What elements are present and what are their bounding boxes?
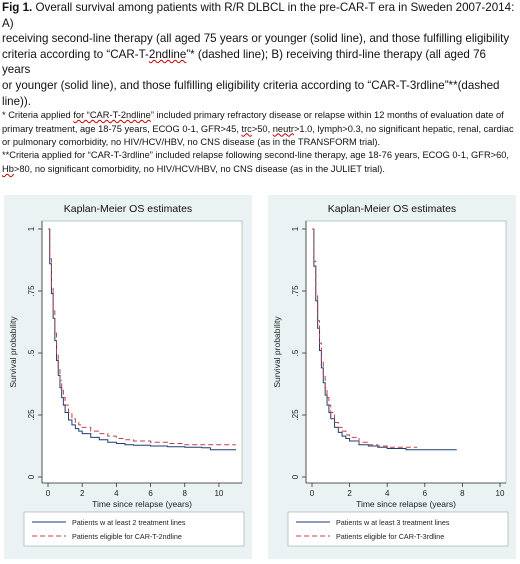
chart-b-y-tick-label: .5	[291, 349, 300, 356]
km-chart-b: Kaplan-Meier OS estimates 0 .25 .5 .75 1 Survi…	[272, 203, 509, 547]
chart-b-y-tick-label: .75	[291, 285, 300, 297]
caption-text: ”* (dashed line); B) receiving third-lin…	[2, 47, 486, 77]
chart-a-x-tick-label: 6	[148, 489, 153, 498]
chart-a-dashed-series	[48, 228, 236, 446]
chart-a-x-tick-label: 4	[114, 489, 119, 498]
footnote-line: or pulmonary comorbidity, no HIV/HCV/HBV…	[2, 136, 381, 147]
chart-a-plot-area	[41, 220, 243, 484]
chart-b-x-tick-label: 6	[423, 489, 428, 498]
chart-b-x-tick-label: 2	[347, 489, 352, 498]
chart-a-legend	[23, 511, 245, 547]
caption-line: receiving second-line therapy (all aged …	[2, 32, 510, 46]
footnote-line: **Criteria applied for “CAR-T-3rdline” i…	[2, 150, 510, 161]
caption-text: Overall survival among patients with R/R…	[2, 1, 515, 30]
footnote-text: neutr	[272, 123, 294, 134]
chart-a-legend-label: Patients w at least 2 treatment lines	[72, 518, 186, 527]
figure-label: Fig 1.	[2, 1, 33, 14]
chart-b-x-tick-label: 10	[496, 489, 505, 498]
chart-a-y-tick-label: 1	[27, 226, 36, 231]
chart-b-y-tick-label: 0	[291, 474, 300, 479]
chart-b-x-tick-label: 0	[310, 489, 315, 498]
footnote-line: Hb>80, no significant comorbidity, no HI…	[2, 163, 516, 176]
chart-panel-b: Kaplan-Meier OS estimates 0 .25 .5 .75 1 Survi…	[268, 195, 516, 559]
chart-b-y-tick-label: 1	[291, 226, 300, 231]
chart-a-x-tick-label: 0	[46, 489, 51, 498]
caption-line: line)).	[2, 94, 31, 108]
chart-a-y-tick-label: .75	[27, 285, 36, 297]
footnote-text: >50,	[251, 123, 273, 134]
chart-a-y-tick-label: .25	[27, 409, 36, 421]
footnote-text: Hb	[2, 163, 14, 174]
chart-a-x-tick-label: 10	[214, 489, 223, 498]
footnote-line: * Criteria applied for “CAR-T-2ndline” i…	[2, 109, 516, 122]
chart-b-legend	[287, 511, 509, 547]
footnote-text: ” included primary refractory disease or…	[150, 110, 504, 121]
chart-b-x-tick-label: 4	[385, 489, 390, 498]
chart-a-legend-label: Patients eligible for CAR-T-2ndline	[72, 532, 182, 541]
chart-panel-a: Kaplan-Meier OS estimates 0 .25 .5 .75 1 Survi…	[4, 195, 252, 559]
caption-text: 2ndline	[148, 47, 187, 61]
chart-a-y-tick-label: .5	[27, 349, 36, 356]
footnote-text: >80, no significant comorbidity, no HIV/…	[13, 163, 385, 174]
chart-a-title: Kaplan-Meier OS estimates	[64, 203, 192, 215]
chart-b-plot-area	[305, 220, 507, 484]
chart-b-x-tick-label: 8	[460, 489, 465, 498]
footnote-line: primary treatment, age 18-75 years, ECOG…	[2, 123, 516, 136]
caption-line: or younger (solid line), and those fulfi…	[2, 78, 500, 92]
chart-b-y-tick-label: .25	[291, 409, 300, 421]
chart-a-x-tick-label: 8	[183, 489, 188, 498]
chart-b-title: Kaplan-Meier OS estimates	[328, 203, 456, 215]
chart-b-x-axis-label: Time since relapse (years)	[356, 499, 456, 509]
chart-b-legend-label: Patients eligible for CAR-T-3rdline	[336, 532, 444, 541]
footnote-text: trc	[241, 123, 252, 134]
chart-a-x-tick-label: 2	[80, 489, 85, 498]
caption-line: criteria according to “CAR-T-2ndline”* (…	[2, 47, 516, 78]
caption-line: Fig 1. Overall survival among patients w…	[2, 0, 516, 31]
km-chart-a: Kaplan-Meier OS estimates 0 .25 .5 .75 1 Survi…	[8, 203, 245, 547]
footnote-text: >1.0, lymph>0.3, no significant hepatic,…	[293, 123, 514, 134]
chart-b-dashed-series	[312, 228, 418, 448]
footnote-text: for “CAR-T-2ndline	[73, 110, 151, 121]
figure-caption: Fig 1. Overall survival among patients w…	[2, 0, 516, 176]
footnote-text: primary treatment, age 18-75 years, ECOG…	[2, 123, 242, 134]
chart-b-solid-series	[312, 228, 457, 451]
caption-text: criteria according to “CAR-T-	[2, 47, 149, 61]
chart-a-x-axis-label: Time since relapse (years)	[92, 499, 192, 509]
chart-b-legend-label: Patients w at least 3 treatment lines	[336, 518, 450, 527]
chart-b-y-axis-label: Survival probability	[272, 316, 282, 388]
chart-a-y-tick-label: 0	[27, 474, 36, 479]
chart-a-y-axis-label: Survival probability	[8, 316, 18, 388]
footnote-text: * Criteria applied	[2, 110, 74, 121]
